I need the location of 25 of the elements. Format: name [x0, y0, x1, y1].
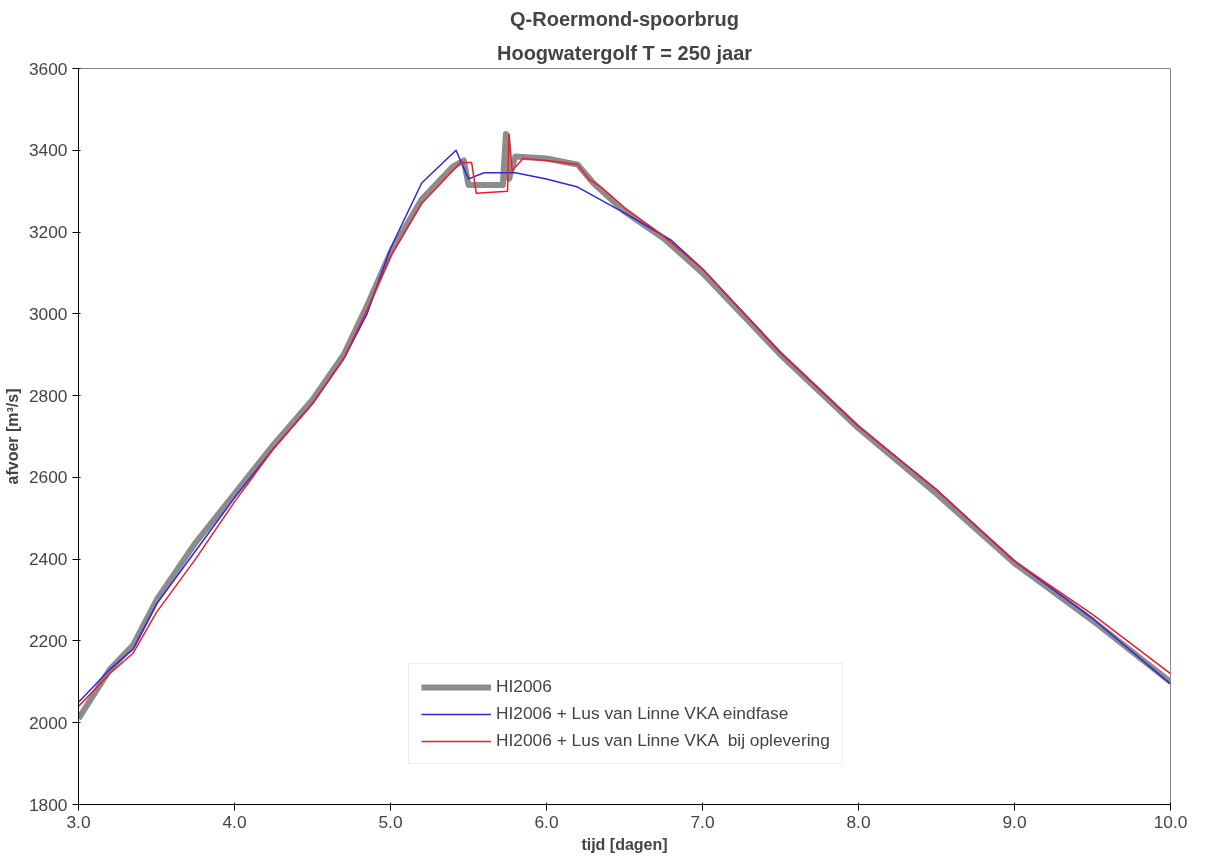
y-tick-label: 2800	[28, 385, 68, 406]
legend-label: HI2006	[496, 676, 552, 697]
legend-label: HI2006 + Lus van Linne VKA bij oplevering	[496, 730, 830, 751]
chart-subtitle: Hoogwatergolf T = 250 jaar	[496, 41, 753, 64]
x-tick-label: 10.0	[1153, 811, 1188, 832]
legend-label: HI2006 + Lus van Linne VKA eindfase	[496, 703, 789, 724]
x-tick-label: 7.0	[690, 811, 715, 832]
y-tick-label: 1800	[28, 794, 68, 815]
x-tick-label: 9.0	[1002, 811, 1027, 832]
x-tick-label: 8.0	[846, 811, 871, 832]
y-axis-title: afvoer [m³/s]	[3, 388, 21, 485]
y-tick-label: 2000	[28, 712, 68, 733]
y-tick-label: 3000	[28, 303, 68, 324]
y-tick-label: 3600	[28, 58, 68, 79]
x-tick-label: 3.0	[66, 811, 91, 832]
y-tick-label: 2200	[28, 630, 68, 651]
y-tick-label: 3200	[28, 222, 68, 243]
x-tick-label: 5.0	[378, 811, 403, 832]
y-tick-label: 2400	[28, 549, 68, 570]
x-tick-label: 6.0	[534, 811, 559, 832]
chart-title: Q-Roermond-spoorbrug	[510, 7, 739, 30]
x-tick-label: 4.0	[222, 811, 247, 832]
x-axis-title: tijd [dagen]	[581, 835, 668, 853]
y-tick-label: 3400	[28, 140, 68, 161]
y-tick-label: 2600	[28, 467, 68, 488]
